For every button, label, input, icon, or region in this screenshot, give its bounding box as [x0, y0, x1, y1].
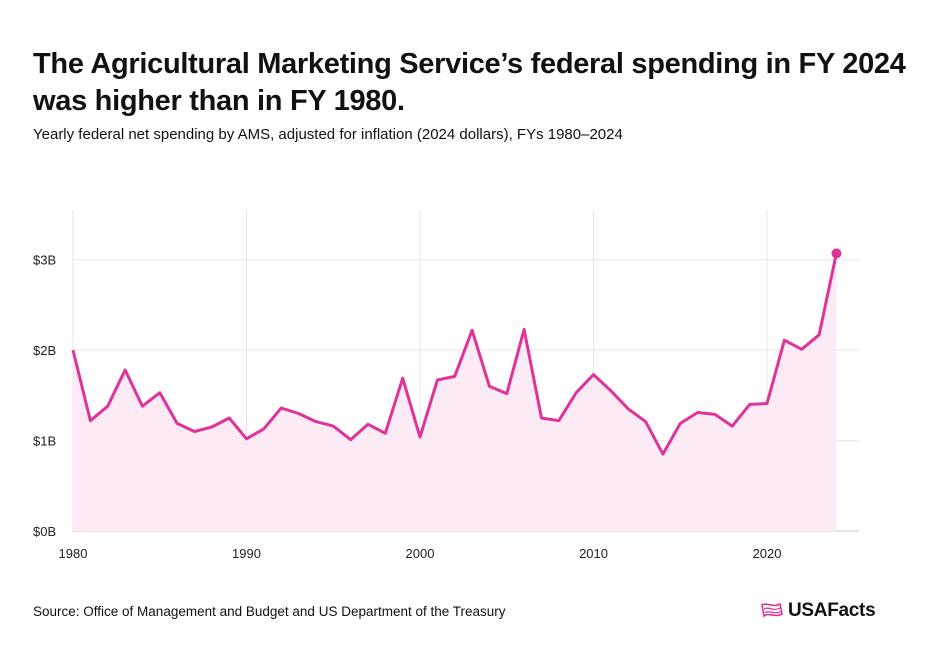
series-line	[71, 253, 838, 456]
y-tick-label: $2B	[33, 343, 56, 358]
chart-title: The Agricultural Marketing Service’s fed…	[33, 48, 906, 117]
last-data-point	[831, 248, 842, 259]
logo-text: USAFacts	[788, 600, 876, 621]
y-tick-label: $1B	[33, 434, 56, 449]
chart-subtitle: Yearly federal net spending by AMS, adju…	[33, 126, 623, 143]
x-tick-label: 1980	[59, 546, 88, 561]
y-tick-label: $0B	[33, 524, 56, 539]
source-note: Source: Office of Management and Budget …	[33, 604, 506, 619]
flag-icon	[761, 602, 783, 618]
usafacts-logo: USAFacts	[760, 600, 876, 622]
x-tick-label: 1990	[232, 546, 261, 561]
series-area-fill	[73, 253, 837, 531]
x-tick-label: 2000	[406, 546, 435, 561]
x-tick-label: 2020	[753, 546, 782, 561]
y-tick-label: $3B	[33, 253, 56, 268]
x-axis-tick-labels: 1980 1990 2000 2010 2020	[59, 546, 782, 561]
y-axis-tick-labels: $0B $1B $2B $3B	[33, 253, 56, 539]
x-tick-label: 2010	[579, 546, 608, 561]
data-points	[72, 248, 842, 455]
